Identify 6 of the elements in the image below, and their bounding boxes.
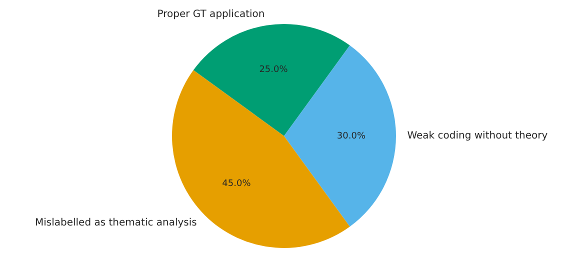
data-label: 45.0% bbox=[222, 178, 252, 189]
data-label: 25.0% bbox=[259, 64, 288, 75]
slice-label: Weak coding without theory bbox=[407, 130, 548, 142]
data-label: 30.0% bbox=[336, 131, 366, 142]
slice-label: Proper GT application bbox=[157, 8, 265, 20]
slice-label: Mislabelled as thematic analysis bbox=[34, 218, 197, 229]
